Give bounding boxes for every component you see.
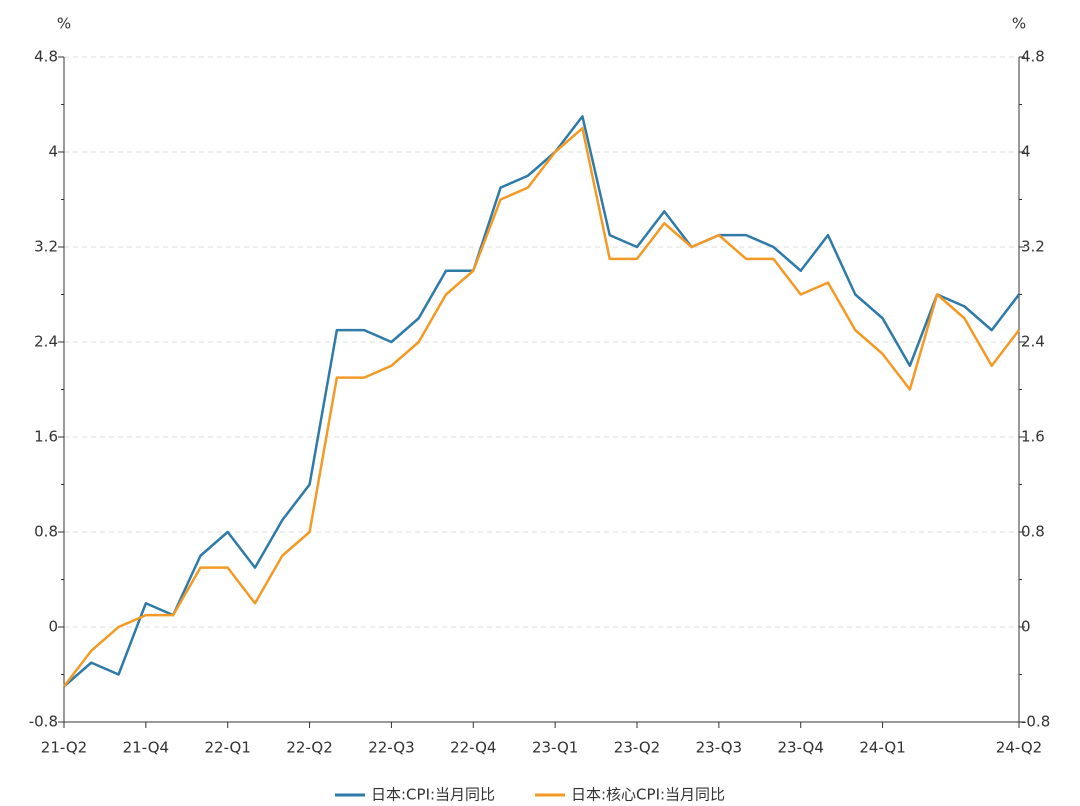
y2-tick-label: 0 [1021, 618, 1031, 636]
series-line [63, 127, 1020, 688]
y-tick-label: 0.8 [34, 523, 58, 541]
x-tick-label: 22-Q4 [450, 739, 496, 757]
x-tick-label: 23-Q4 [778, 739, 824, 757]
x-tick-label: 24-Q2 [996, 739, 1042, 757]
y2-tick-label: 3.2 [1021, 238, 1045, 256]
y-tick-label: 4.8 [34, 48, 58, 66]
x-tick-label: 23-Q1 [532, 739, 578, 757]
x-tick-label: 21-Q2 [41, 739, 87, 757]
x-tick-label: 23-Q2 [614, 739, 660, 757]
x-tick-label: 22-Q1 [205, 739, 251, 757]
y2-tick-label: 4 [1021, 143, 1031, 161]
legend-label: 日本:核心CPI:当月同比 [571, 786, 725, 804]
y-tick-label: 2.4 [34, 333, 58, 351]
x-tick-label: 24-Q1 [859, 739, 905, 757]
y2-tick-label: 1.6 [1021, 428, 1045, 446]
y-tick-label: 0 [48, 618, 58, 636]
y2-tick-label: 2.4 [1021, 333, 1045, 351]
y-tick-label: 4 [48, 143, 58, 161]
y2-tick-label: -0.8 [1021, 713, 1050, 731]
y-tick-label: -0.8 [29, 713, 58, 731]
x-tick-label: 22-Q3 [368, 739, 414, 757]
y2-tick-label: 4.8 [1021, 48, 1045, 66]
legend-label: 日本:CPI:当月同比 [371, 786, 495, 804]
x-tick-label: 23-Q3 [696, 739, 742, 757]
y2-unit: % [1012, 15, 1026, 33]
x-tick-label: 21-Q4 [123, 739, 169, 757]
series-line [63, 115, 1020, 688]
x-tick-label: 22-Q2 [286, 739, 332, 757]
y-tick-label: 3.2 [34, 238, 58, 256]
y2-tick-label: 0.8 [1021, 523, 1045, 541]
y-unit: % [57, 15, 71, 33]
y-tick-label: 1.6 [34, 428, 58, 446]
